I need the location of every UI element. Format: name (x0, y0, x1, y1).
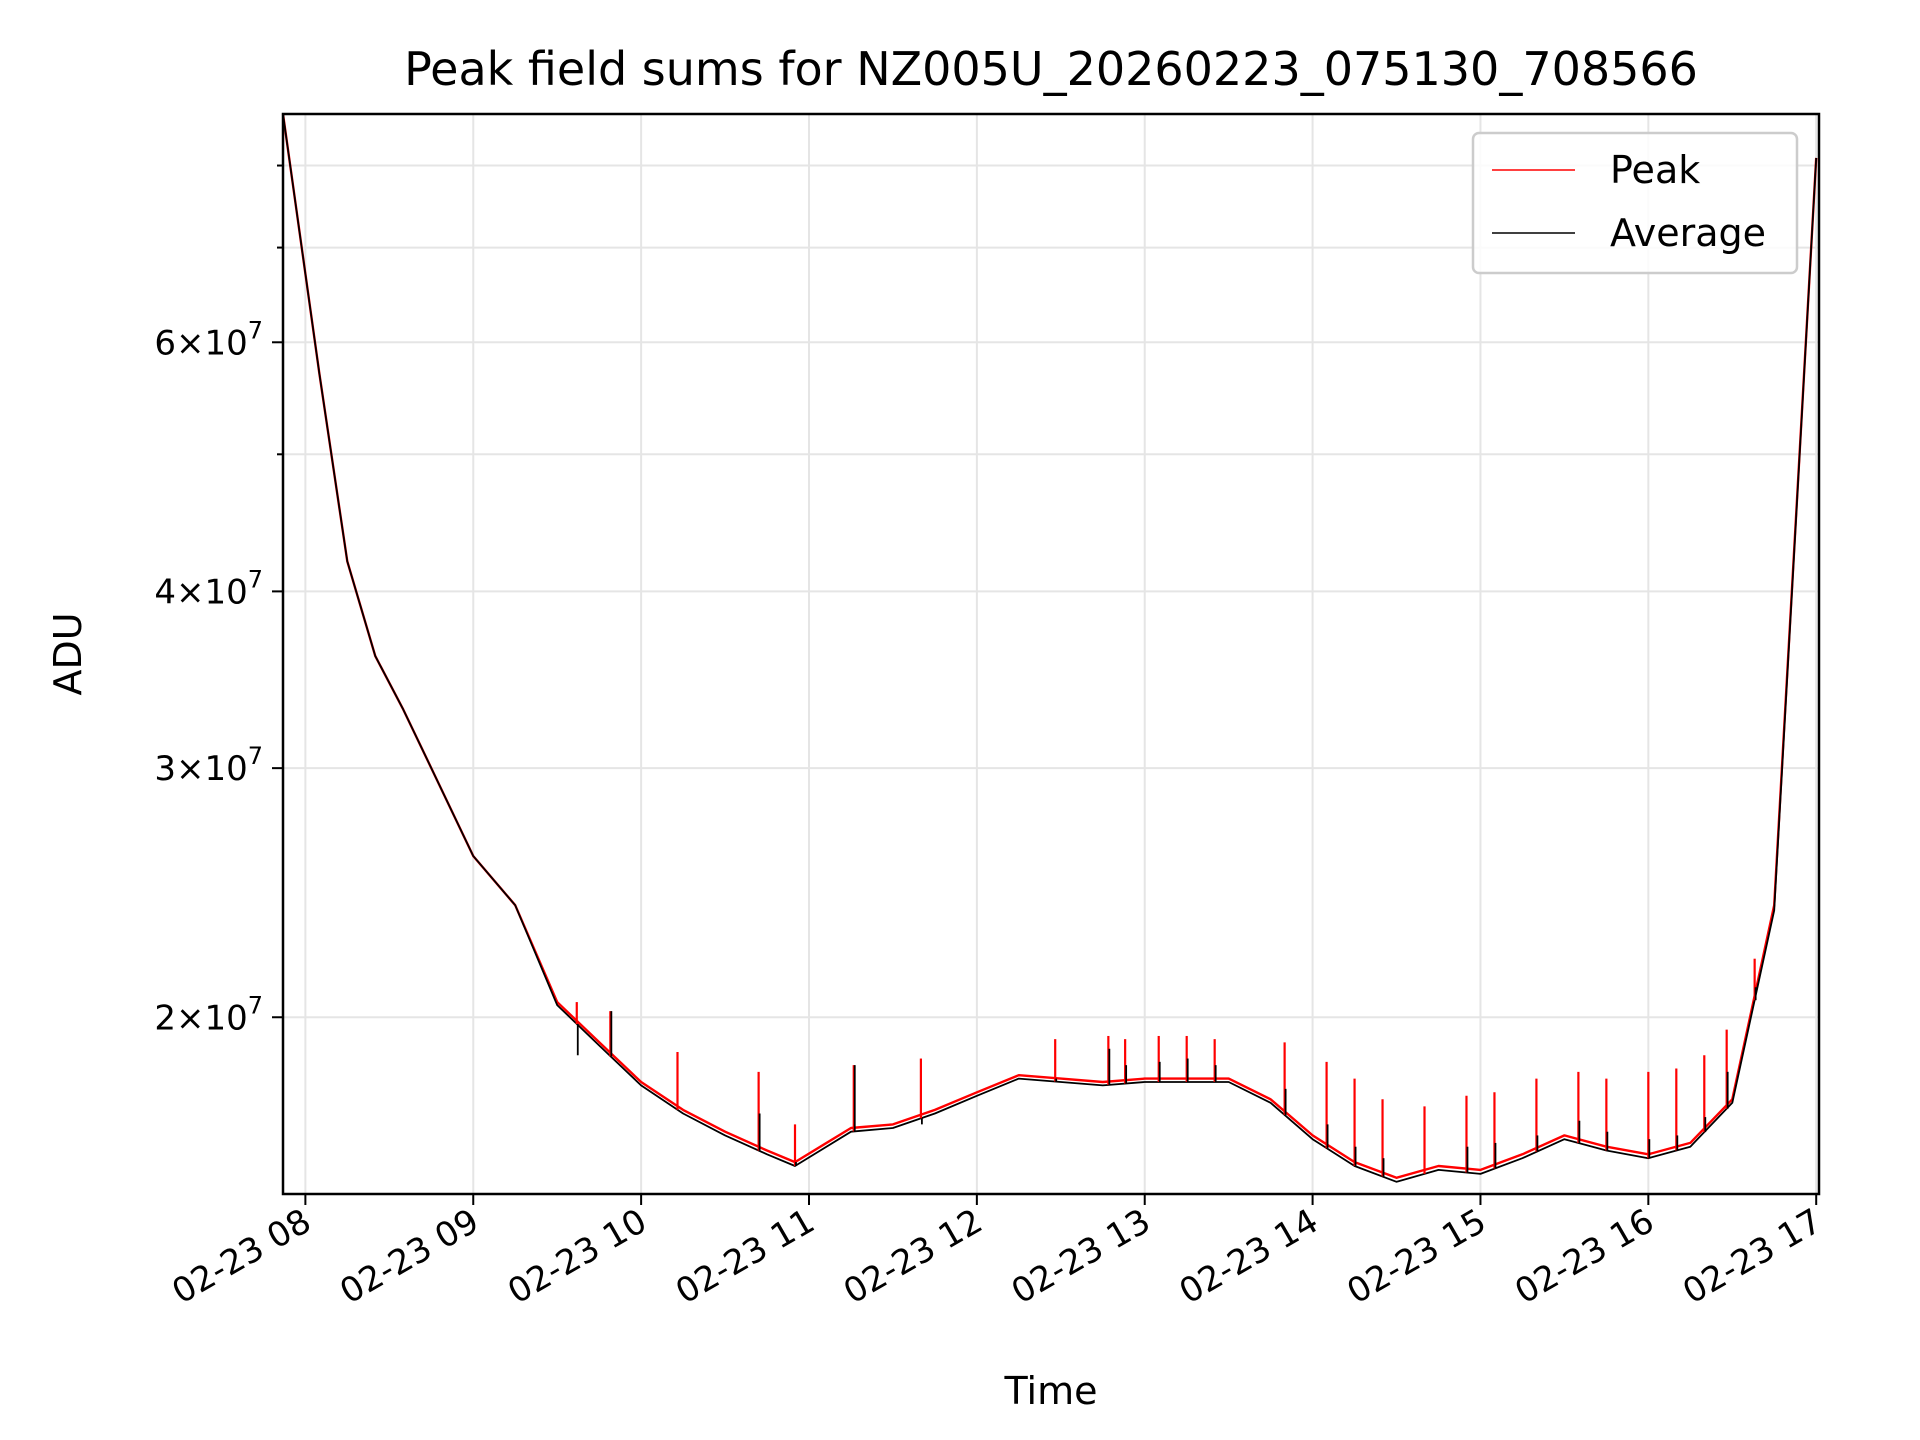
legend-label-peak: Peak (1610, 148, 1700, 192)
y-axis-label: ADU (46, 612, 90, 695)
y-tick-label: 2×107 (154, 991, 263, 1038)
legend-label-average: Average (1610, 211, 1766, 255)
legend-frame (1471, 131, 1799, 275)
y-tick-label: 6×107 (154, 316, 263, 363)
series-line-average (282, 113, 1818, 1183)
grid (283, 114, 1819, 1194)
y-tick-label: 3×107 (154, 742, 263, 789)
x-axis-label: Time (1004, 1369, 1098, 1413)
chart-title: Peak field sums for NZ005U_20260223_0751… (404, 42, 1698, 96)
legend: Peak Average (1471, 131, 1799, 275)
y-tick-label: 4×107 (154, 565, 263, 612)
plot-series (281, 113, 1818, 1183)
plot-frame (281, 112, 1821, 1196)
